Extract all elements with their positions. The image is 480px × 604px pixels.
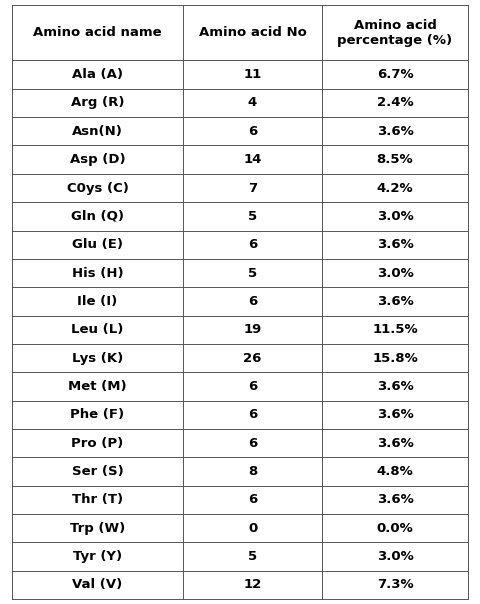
Text: 26: 26 <box>243 352 262 365</box>
Text: Asp (D): Asp (D) <box>70 153 125 166</box>
Text: 0.0%: 0.0% <box>377 522 413 535</box>
Text: 6: 6 <box>248 125 257 138</box>
Text: 3.6%: 3.6% <box>377 125 413 138</box>
Text: Arg (R): Arg (R) <box>71 97 124 109</box>
Text: Thr (T): Thr (T) <box>72 493 123 506</box>
Text: 4: 4 <box>248 97 257 109</box>
Text: Trp (W): Trp (W) <box>70 522 125 535</box>
Text: 3.6%: 3.6% <box>377 437 413 450</box>
Text: 6: 6 <box>248 437 257 450</box>
Text: 6: 6 <box>248 380 257 393</box>
Text: 3.6%: 3.6% <box>377 493 413 506</box>
Text: 8: 8 <box>248 465 257 478</box>
Text: 3.6%: 3.6% <box>377 295 413 308</box>
Text: 4.2%: 4.2% <box>377 182 413 194</box>
Text: 4.8%: 4.8% <box>377 465 413 478</box>
Text: 6: 6 <box>248 493 257 506</box>
Text: Amino acid
percentage (%): Amino acid percentage (%) <box>337 19 453 47</box>
Text: Asn(N): Asn(N) <box>72 125 123 138</box>
Text: C0ys (C): C0ys (C) <box>67 182 129 194</box>
Text: 14: 14 <box>243 153 262 166</box>
Text: 11.5%: 11.5% <box>372 323 418 336</box>
Text: 6: 6 <box>248 408 257 422</box>
Text: Pro (P): Pro (P) <box>72 437 124 450</box>
Text: 5: 5 <box>248 550 257 563</box>
Text: 2.4%: 2.4% <box>377 97 413 109</box>
Text: Glu (E): Glu (E) <box>72 238 123 251</box>
Text: 15.8%: 15.8% <box>372 352 418 365</box>
Text: 11: 11 <box>243 68 262 81</box>
Text: Amino acid No: Amino acid No <box>199 26 306 39</box>
Text: 8.5%: 8.5% <box>377 153 413 166</box>
Text: 6: 6 <box>248 295 257 308</box>
Text: Gln (Q): Gln (Q) <box>71 210 124 223</box>
Text: Leu (L): Leu (L) <box>72 323 124 336</box>
Text: 3.0%: 3.0% <box>377 550 413 563</box>
Text: 7: 7 <box>248 182 257 194</box>
Text: 6.7%: 6.7% <box>377 68 413 81</box>
Text: Tyr (Y): Tyr (Y) <box>73 550 122 563</box>
Text: 3.6%: 3.6% <box>377 408 413 422</box>
Text: 0: 0 <box>248 522 257 535</box>
Text: Amino acid name: Amino acid name <box>33 26 162 39</box>
Text: 12: 12 <box>243 579 262 591</box>
Text: 6: 6 <box>248 238 257 251</box>
Text: Ser (S): Ser (S) <box>72 465 123 478</box>
Text: Phe (F): Phe (F) <box>71 408 125 422</box>
Text: Lys (K): Lys (K) <box>72 352 123 365</box>
Text: 5: 5 <box>248 210 257 223</box>
Text: Ala (A): Ala (A) <box>72 68 123 81</box>
Text: 19: 19 <box>243 323 262 336</box>
Text: 7.3%: 7.3% <box>377 579 413 591</box>
Text: Ile (I): Ile (I) <box>77 295 118 308</box>
Text: 3.0%: 3.0% <box>377 210 413 223</box>
Text: 3.6%: 3.6% <box>377 380 413 393</box>
Text: 5: 5 <box>248 266 257 280</box>
Text: Met (M): Met (M) <box>68 380 127 393</box>
Text: 3.6%: 3.6% <box>377 238 413 251</box>
Text: His (H): His (H) <box>72 266 123 280</box>
Text: Val (V): Val (V) <box>72 579 122 591</box>
Text: 3.0%: 3.0% <box>377 266 413 280</box>
